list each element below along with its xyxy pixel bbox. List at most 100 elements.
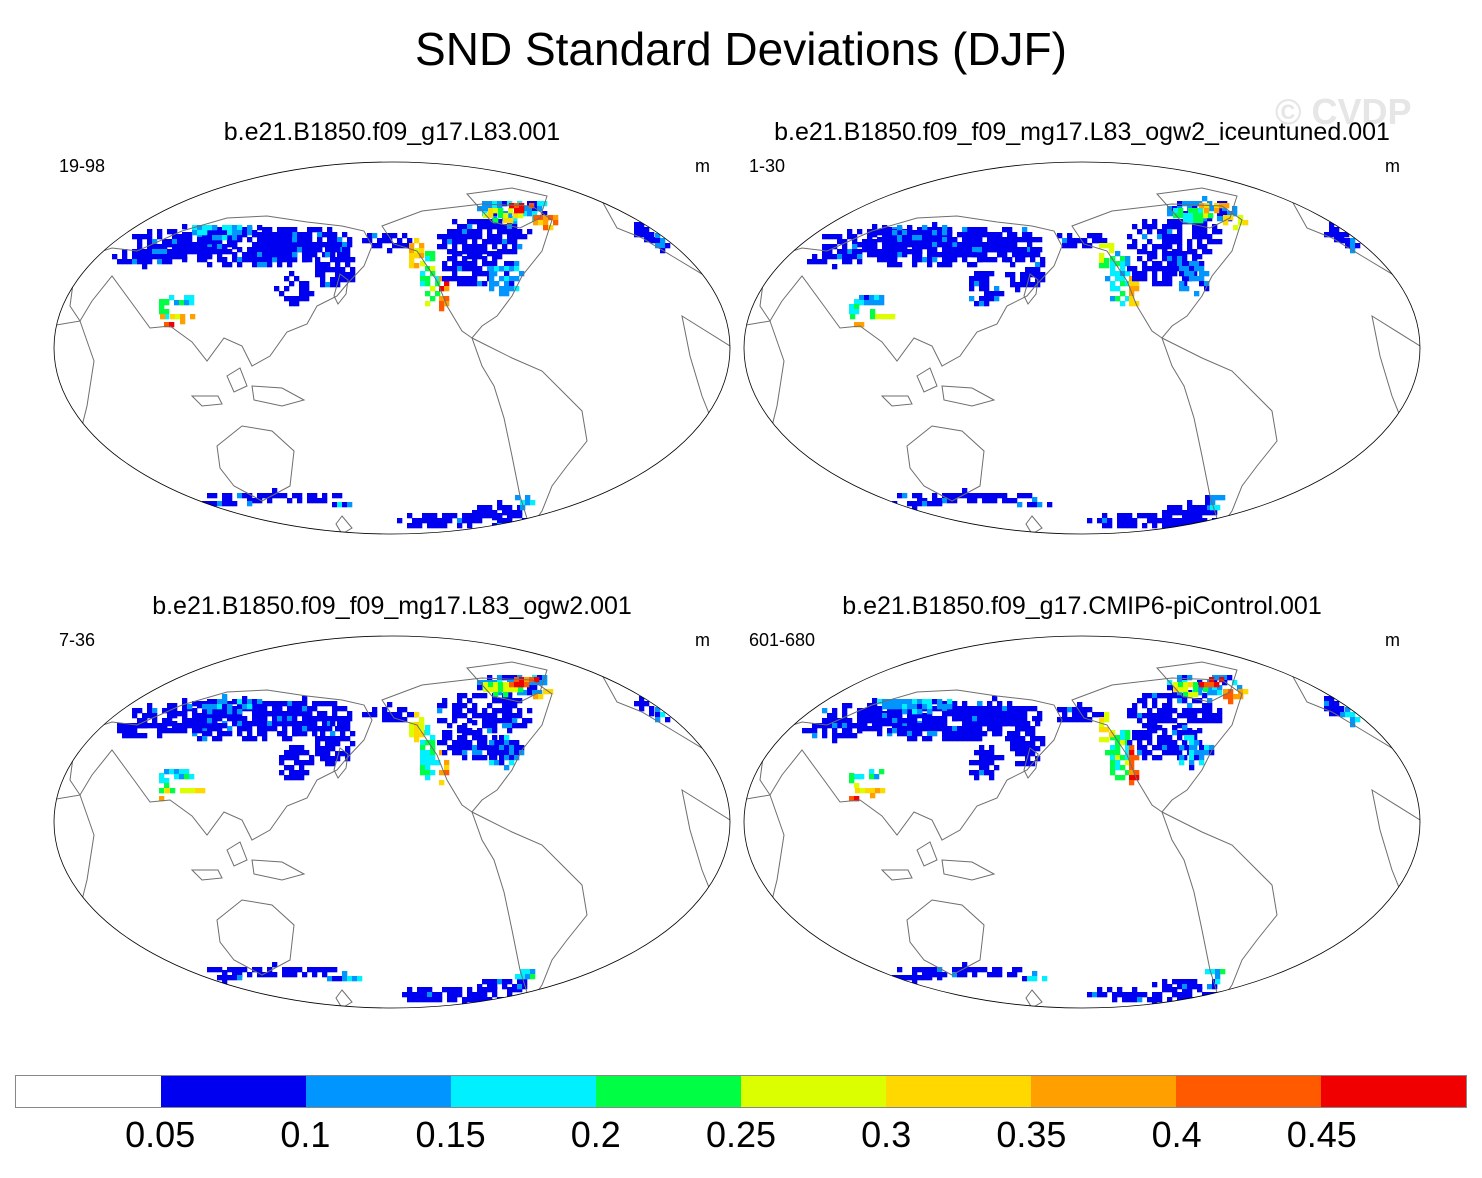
snow-cell <box>467 234 473 240</box>
snow-cell <box>232 501 238 507</box>
snow-cell <box>1137 718 1143 724</box>
snow-cell <box>1204 286 1210 292</box>
snow-cell <box>177 254 183 260</box>
colorbar-box-6 <box>886 1076 1031 1107</box>
snow-cell <box>202 230 208 236</box>
snow-cell <box>1134 281 1140 287</box>
snow-cell <box>1173 213 1179 219</box>
snow-cell <box>409 248 415 254</box>
snow-cell <box>1204 208 1210 214</box>
snow-cell <box>117 728 123 734</box>
snow-cell <box>294 301 300 307</box>
snow-cell <box>232 235 238 241</box>
snow-cell <box>962 736 968 742</box>
snow-cell <box>907 726 913 732</box>
snow-cell <box>242 257 248 263</box>
coastline <box>681 314 730 438</box>
snow-cell <box>1022 493 1028 499</box>
snow-cell <box>982 721 988 727</box>
snow-cell <box>512 987 518 993</box>
snow-cell <box>1035 247 1041 253</box>
snow-cell <box>202 225 208 231</box>
snow-cell <box>1172 708 1178 714</box>
snow-cell <box>1027 706 1033 712</box>
snow-cell <box>1194 266 1200 272</box>
snow-cell <box>932 501 938 507</box>
snow-cell <box>452 266 458 272</box>
snow-cell <box>907 736 913 742</box>
snow-cell <box>1324 696 1330 702</box>
snow-cell <box>159 788 165 794</box>
snow-cell <box>482 271 488 277</box>
snow-cell <box>292 967 298 973</box>
snow-cell <box>417 987 423 993</box>
snow-cell <box>315 267 321 273</box>
snow-cell <box>132 249 138 255</box>
snow-cell <box>197 723 203 729</box>
snow-cell <box>437 708 443 714</box>
colorbar-label: 0.05 <box>125 1114 196 1155</box>
snow-cell <box>827 254 833 260</box>
snow-cell <box>1232 206 1238 212</box>
snow-cell <box>432 523 438 529</box>
snow-cell <box>849 304 855 310</box>
snow-cell <box>1137 750 1143 756</box>
snow-cell <box>307 498 313 504</box>
snow-cell <box>312 227 318 233</box>
snow-cell <box>267 242 273 248</box>
snow-cell <box>327 232 333 238</box>
robinson-map <box>743 161 1421 535</box>
snow-cell <box>252 498 258 504</box>
snow-cell <box>527 206 533 212</box>
snow-cell <box>382 238 388 244</box>
snow-cell <box>1132 735 1138 741</box>
snow-cell <box>317 498 323 504</box>
snow-cell <box>414 238 420 244</box>
snow-cell <box>525 969 531 975</box>
snow-cell <box>392 243 398 249</box>
snow-cell <box>322 716 328 722</box>
snow-cell <box>492 723 498 729</box>
snow-cell <box>167 254 173 260</box>
snow-cell <box>1192 518 1198 524</box>
snow-cell <box>947 242 953 248</box>
snow-cell <box>325 761 331 767</box>
snow-cell <box>487 718 493 724</box>
snow-cell <box>1067 243 1073 249</box>
snow-cell <box>1115 271 1121 277</box>
snow-cell <box>1010 277 1016 283</box>
snow-cell <box>660 712 666 718</box>
snow-cell <box>427 987 433 993</box>
snow-cell <box>372 243 378 249</box>
snow-cell <box>172 723 178 729</box>
snow-cell <box>892 249 898 255</box>
colorbar-box-7 <box>1031 1076 1176 1107</box>
snow-cell <box>232 239 238 245</box>
snow-cell <box>1152 693 1158 699</box>
snow-cell <box>1189 740 1195 746</box>
snow-cell <box>217 257 223 263</box>
snow-cell <box>952 736 958 742</box>
snow-cell <box>977 731 983 737</box>
snow-cell <box>442 266 448 272</box>
snow-cell <box>419 732 425 738</box>
snow-cell <box>267 232 273 238</box>
snow-cell <box>1198 213 1204 219</box>
snow-cell <box>472 266 478 272</box>
snow-cell <box>1122 992 1128 998</box>
snow-cell <box>1197 728 1203 734</box>
snow-cell <box>639 232 645 238</box>
snow-cell <box>207 726 213 732</box>
snow-cell <box>282 736 288 742</box>
snow-cell <box>538 220 544 226</box>
snow-cell <box>1030 247 1036 253</box>
snow-cell <box>425 725 431 731</box>
snow-cell <box>1017 247 1023 253</box>
snow-cell <box>902 721 908 727</box>
snow-cell <box>942 225 948 231</box>
map-panel-1: b.e21.B1850.f09_g17.L83.001 19-98 m <box>42 118 742 538</box>
snow-cell <box>1345 707 1351 713</box>
snow-cell <box>237 225 243 231</box>
snow-cell <box>1205 500 1211 506</box>
snow-cell <box>517 987 523 993</box>
